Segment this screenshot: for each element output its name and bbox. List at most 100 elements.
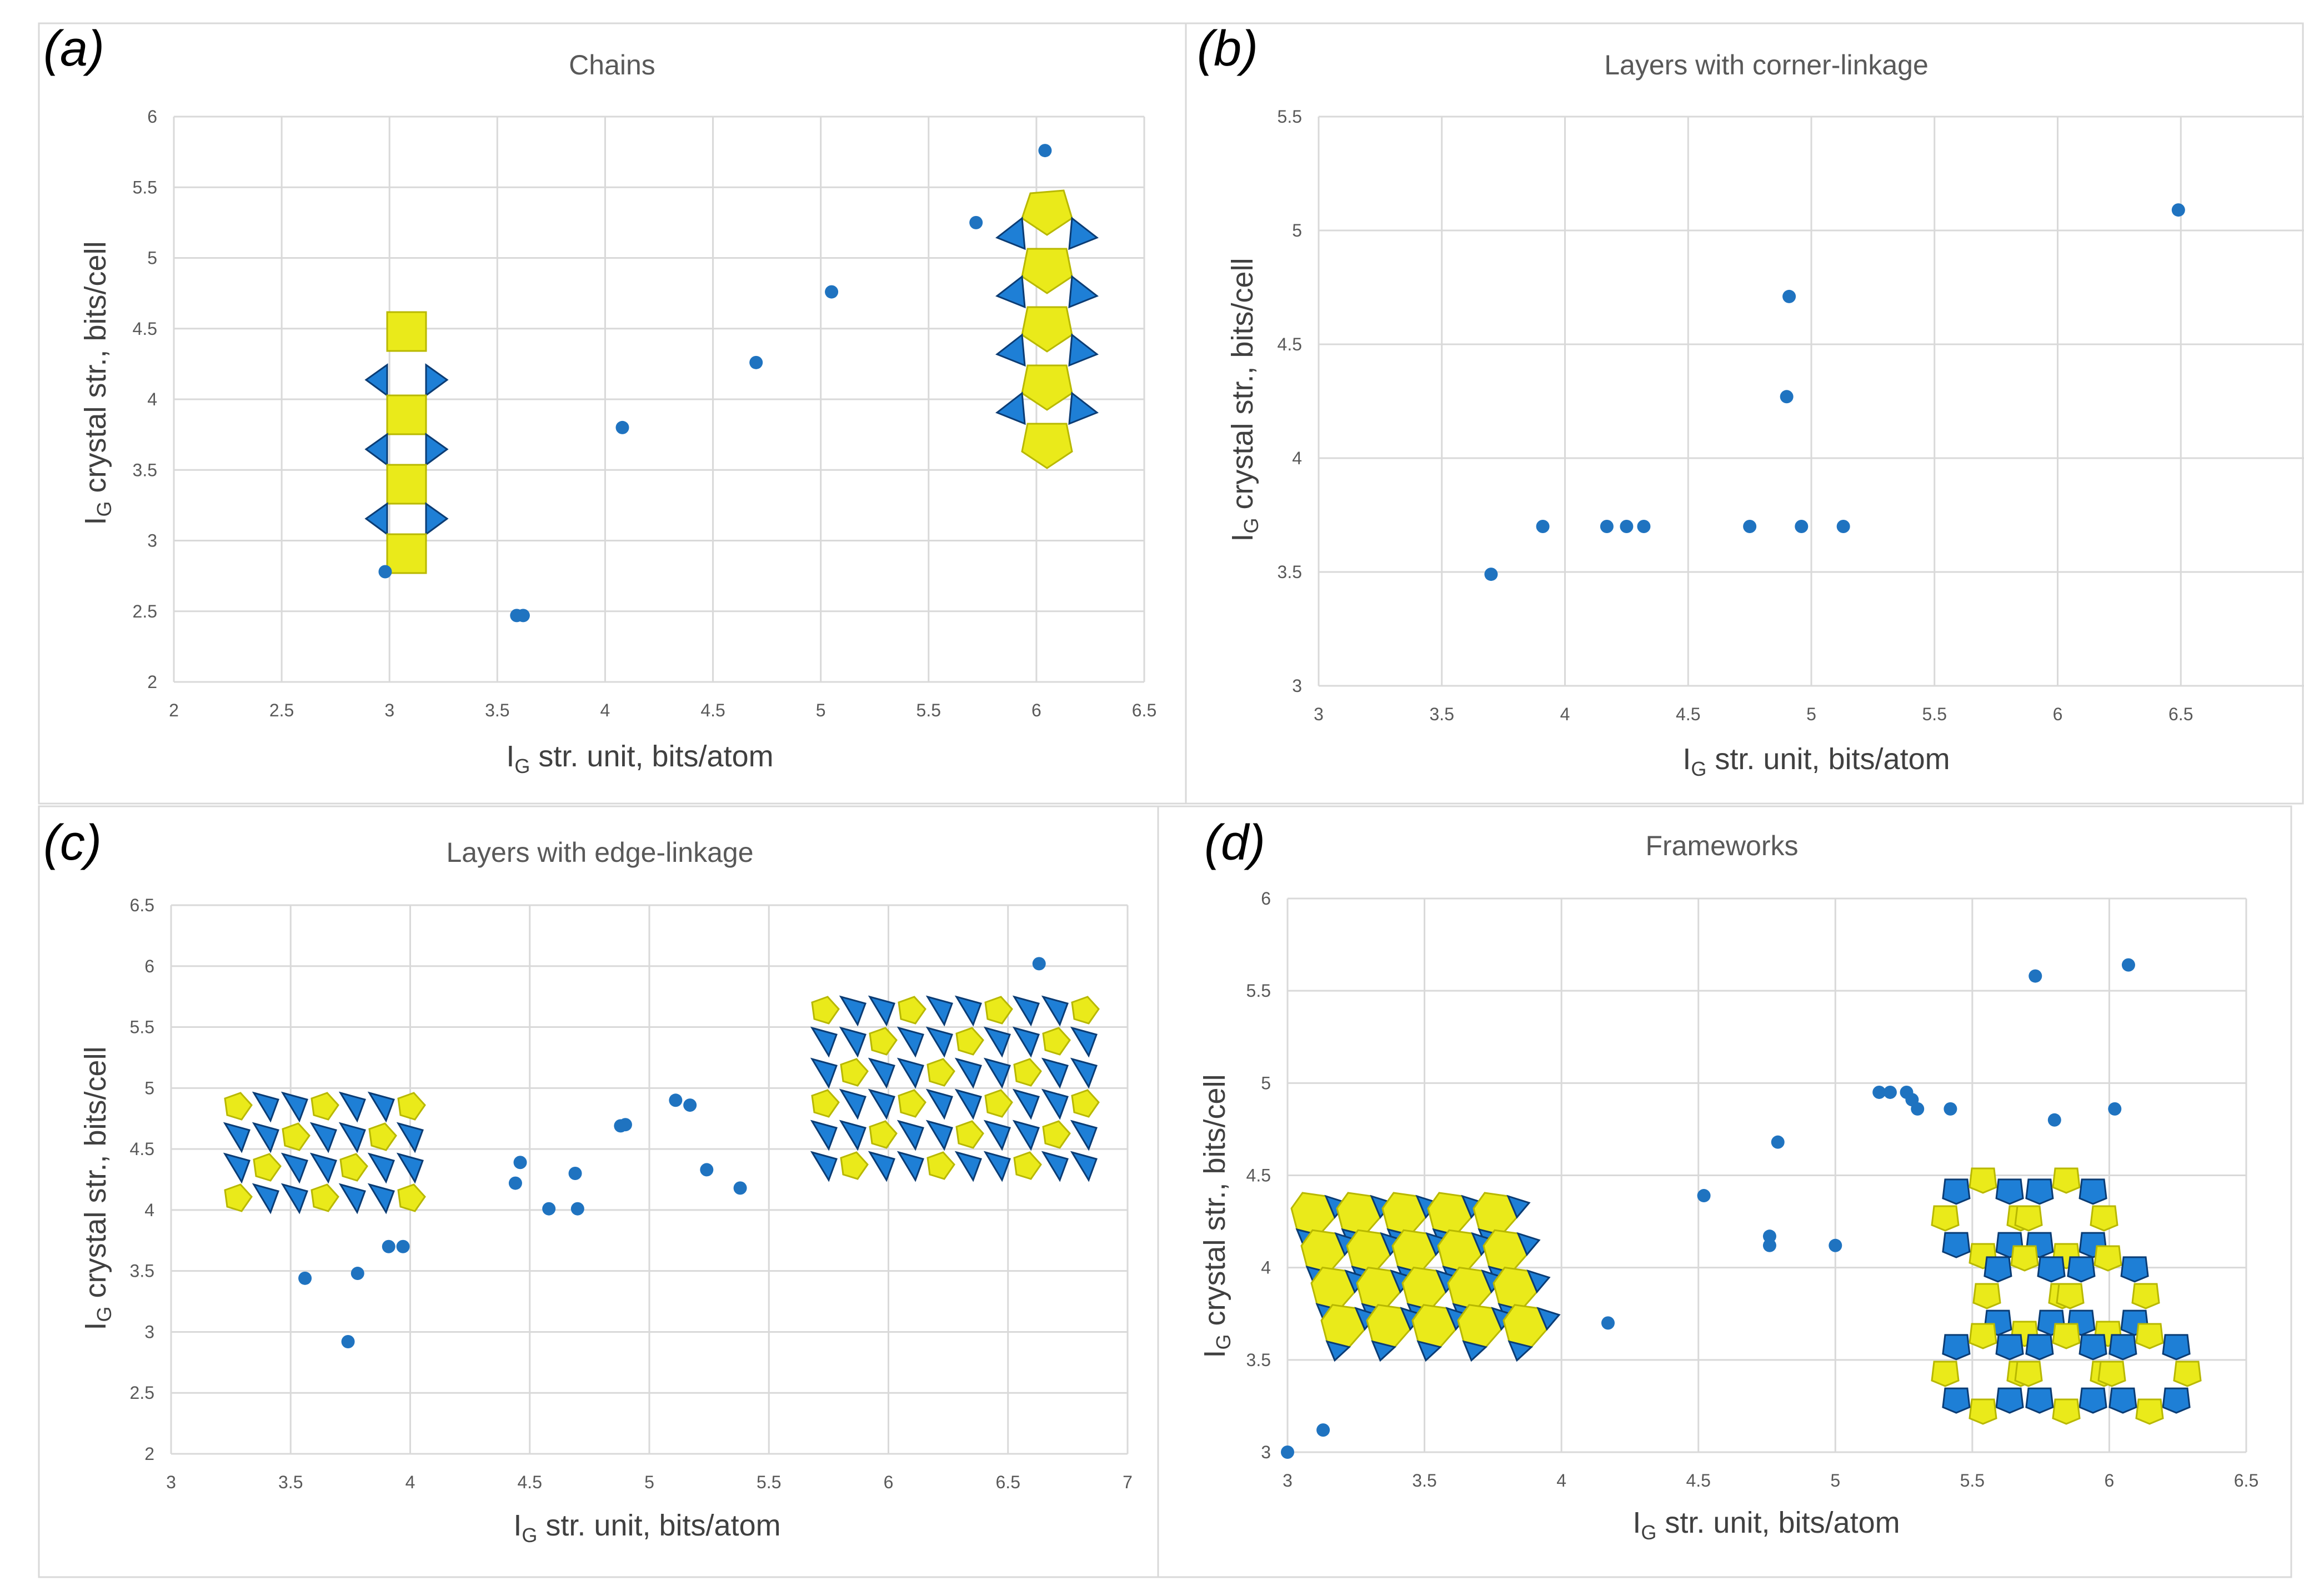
data-point bbox=[2121, 958, 2135, 972]
x-tick-label: 5 bbox=[816, 700, 826, 720]
x-tick-label: 4 bbox=[600, 700, 610, 720]
panel-a-data-points bbox=[378, 144, 1052, 623]
data-point bbox=[683, 1098, 697, 1112]
x-tick-label: 5.5 bbox=[757, 1472, 781, 1492]
panel-a-y-ticks: 2 2.5 3 3.5 4 4.5 5 5.5 6 bbox=[133, 107, 157, 692]
data-point bbox=[568, 1167, 582, 1181]
y-tick-label: 4 bbox=[1292, 448, 1302, 468]
panel-a-x-ticks: 2 2.5 3 3.5 4 4.5 5 5.5 6 6.5 bbox=[169, 700, 1156, 720]
data-point bbox=[1883, 1085, 1897, 1099]
panel-d-xlabel: IG str. unit, bits/atom bbox=[1632, 1506, 1900, 1544]
panel-c-layer-inset-2 bbox=[810, 995, 1100, 1182]
panel-c-frame bbox=[38, 805, 1162, 1578]
y-tick-label: 2.5 bbox=[133, 601, 157, 621]
x-tick-label: 4 bbox=[405, 1472, 415, 1492]
panel-a: (a) Chains 2 2.5 3 3.5 4 4.5 5 5.5 6 2 2.5 3 3.5 4 4.… bbox=[38, 21, 1187, 805]
panel-d-framework-inset bbox=[1290, 1192, 1561, 1362]
data-point bbox=[542, 1202, 556, 1216]
panel-a-xlabel: IG str. unit, bits/atom bbox=[506, 740, 773, 777]
panel-c-layer-inset bbox=[223, 1091, 426, 1214]
y-tick-label: 4.5 bbox=[130, 1139, 154, 1159]
data-point bbox=[1600, 520, 1614, 533]
y-tick-label: 3 bbox=[144, 1322, 154, 1342]
panel-c: (c) Layers with edge-linkage 2 2.5 3 3.5 4 4.… bbox=[38, 805, 1162, 1578]
panel-d-x-gridlines bbox=[1286, 899, 2247, 1452]
x-tick-label: 3.5 bbox=[485, 700, 509, 720]
panel-d-ylabel: IG crystal str., bits/cell bbox=[1198, 1074, 1235, 1358]
panel-b-xlabel: IG str. unit, bits/atom bbox=[1682, 742, 1950, 780]
panel-c-ylabel: IG crystal str., bits/cell bbox=[79, 1046, 116, 1330]
data-point bbox=[1911, 1102, 1925, 1116]
data-point bbox=[1872, 1085, 1886, 1099]
data-point bbox=[1795, 520, 1809, 533]
data-point bbox=[2028, 969, 2042, 983]
panel-b-title: Layers with corner-linkage bbox=[1604, 49, 1929, 81]
y-tick-label: 3.5 bbox=[133, 460, 157, 480]
data-point bbox=[378, 565, 392, 579]
y-tick-label: 6.5 bbox=[130, 895, 154, 915]
x-tick-label: 4.5 bbox=[700, 700, 725, 720]
panel-d-title: Frameworks bbox=[1645, 830, 1798, 861]
x-tick-label: 3.5 bbox=[1430, 704, 1454, 724]
x-tick-label: 3 bbox=[166, 1472, 176, 1492]
y-tick-label: 2 bbox=[144, 1444, 154, 1464]
y-tick-label: 3.5 bbox=[1246, 1350, 1271, 1370]
data-point bbox=[341, 1335, 355, 1349]
data-point bbox=[969, 215, 983, 229]
panel-c-x-ticks: 3 3.5 4 4.5 5 5.5 6 6.5 7 bbox=[166, 1472, 1133, 1492]
y-tick-label: 4 bbox=[144, 1200, 154, 1220]
y-tick-label: 3.5 bbox=[130, 1261, 154, 1281]
panel-c-label: (c) bbox=[43, 815, 102, 871]
panel-b-frame bbox=[1185, 22, 2304, 805]
x-tick-label: 5.5 bbox=[916, 700, 941, 720]
panel-b-y-ticks: 3 3.5 4 4.5 5 5.5 bbox=[1278, 107, 1302, 696]
data-point bbox=[2047, 1113, 2061, 1127]
data-point bbox=[1281, 1446, 1294, 1459]
x-tick-label: 6 bbox=[1031, 700, 1041, 720]
panel-d-y-ticks: 3 3.5 4 4.5 5 5.5 6 bbox=[1246, 889, 1271, 1462]
y-tick-label: 6 bbox=[147, 107, 157, 127]
panel-c-data-points bbox=[298, 957, 1046, 1349]
data-point bbox=[1762, 1229, 1776, 1243]
data-point bbox=[516, 609, 530, 623]
data-point bbox=[825, 285, 839, 299]
x-tick-label: 5 bbox=[644, 1472, 654, 1492]
x-tick-label: 3.5 bbox=[1412, 1470, 1436, 1490]
data-point bbox=[700, 1163, 714, 1177]
data-point bbox=[382, 1239, 395, 1253]
panel-d-x-ticks: 3 3.5 4 4.5 5 5.5 6 6.5 bbox=[1283, 1470, 2258, 1490]
panel-d-data-points bbox=[1281, 958, 2135, 1459]
y-tick-label: 5 bbox=[1292, 220, 1302, 240]
x-tick-label: 3.5 bbox=[278, 1472, 303, 1492]
x-tick-label: 6 bbox=[2053, 704, 2063, 724]
data-point bbox=[1032, 957, 1046, 971]
data-point bbox=[1743, 520, 1757, 533]
data-point bbox=[1762, 1238, 1776, 1252]
data-point bbox=[1771, 1135, 1785, 1149]
panel-d-framework-inset-2 bbox=[1931, 1167, 2202, 1425]
data-point bbox=[1316, 1423, 1330, 1437]
panel-b-label: (b) bbox=[1197, 21, 1258, 77]
x-tick-label: 4 bbox=[1560, 704, 1570, 724]
data-point bbox=[1944, 1102, 1957, 1116]
x-tick-label: 4 bbox=[1556, 1470, 1566, 1490]
x-tick-label: 6.5 bbox=[996, 1472, 1020, 1492]
x-tick-label: 3 bbox=[384, 700, 394, 720]
x-tick-label: 4.5 bbox=[1676, 704, 1700, 724]
data-point bbox=[1620, 520, 1634, 533]
x-tick-label: 5.5 bbox=[1960, 1470, 1985, 1490]
y-tick-label: 5.5 bbox=[1278, 107, 1302, 127]
data-point bbox=[2171, 203, 2185, 217]
y-tick-label: 5.5 bbox=[133, 177, 157, 197]
x-tick-label: 5 bbox=[1806, 704, 1816, 724]
data-point bbox=[1780, 390, 1794, 404]
x-tick-label: 2 bbox=[169, 700, 179, 720]
panel-b: (b) Layers with corner-linkage 3 3.5 4 4.5 5… bbox=[1185, 21, 2304, 805]
x-tick-label: 2.5 bbox=[269, 700, 294, 720]
panel-a-label: (a) bbox=[43, 21, 104, 77]
panel-d-label: (d) bbox=[1204, 815, 1265, 871]
data-point bbox=[1536, 520, 1550, 533]
x-tick-label: 5.5 bbox=[1922, 704, 1947, 724]
panel-c-xlabel: IG str. unit, bits/atom bbox=[513, 1509, 780, 1547]
